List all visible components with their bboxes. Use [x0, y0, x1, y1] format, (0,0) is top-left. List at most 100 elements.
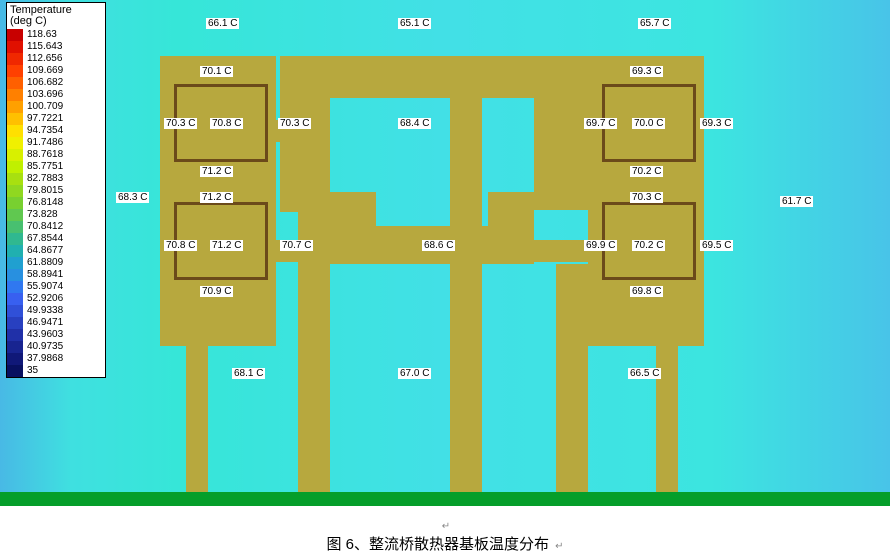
legend-row: 115.643 — [7, 41, 105, 53]
temperature-label: 69.8 C — [630, 286, 663, 297]
legend-row: 70.8412 — [7, 221, 105, 233]
legend-swatch — [7, 281, 23, 293]
legend-row: 55.9074 — [7, 281, 105, 293]
legend-swatch — [7, 185, 23, 197]
legend-value: 85.7751 — [23, 162, 63, 172]
temperature-label: 70.2 C — [632, 240, 665, 251]
legend-value: 64.8677 — [23, 246, 63, 256]
temperature-label: 68.3 C — [116, 192, 149, 203]
legend-row: 76.8148 — [7, 197, 105, 209]
legend-value: 94.7354 — [23, 126, 63, 136]
legend-swatch — [7, 293, 23, 305]
legend-title: Temperature (deg C) — [7, 3, 105, 29]
legend-entries: 118.63 115.643112.656109.669 106.682 103.69… — [7, 29, 105, 377]
conductor-shape — [298, 98, 330, 492]
legend-row: 40.9735 — [7, 341, 105, 353]
legend-value: 55.9074 — [23, 282, 63, 292]
legend-title-line2: (deg C) — [10, 16, 102, 27]
linebreak-icon: ↵ — [442, 521, 450, 532]
legend-value: 40.9735 — [23, 342, 63, 352]
thermal-plot: 66.1 C65.1 C65.7 C70.1 C69.3 C70.3 C70.8… — [0, 0, 890, 506]
legend-value: 109.669 — [23, 66, 63, 76]
temperature-label: 69.3 C — [630, 66, 663, 77]
legend-row: 94.7354 — [7, 125, 105, 137]
conductor-shape — [534, 240, 588, 262]
legend-value: 118.63 — [23, 30, 57, 40]
caption-text: 图 6、整流桥散热器基板温度分布 — [326, 536, 549, 553]
legend-value: 79.8015 — [23, 186, 63, 196]
legend-row: 112.656 — [7, 53, 105, 65]
temperature-label: 69.7 C — [584, 118, 617, 129]
legend-swatch — [7, 245, 23, 257]
legend-row: 79.8015 — [7, 185, 105, 197]
legend-swatch — [7, 341, 23, 353]
legend-row: 49.9338 — [7, 305, 105, 317]
legend-row: 97.7221 — [7, 113, 105, 125]
legend-swatch — [7, 173, 23, 185]
temperature-label: 70.8 C — [210, 118, 243, 129]
temperature-label: 71.2 C — [200, 192, 233, 203]
temperature-label: 70.8 C — [164, 240, 197, 251]
legend-swatch — [7, 41, 23, 53]
legend-swatch — [7, 317, 23, 329]
legend-row: 103.696 — [7, 89, 105, 101]
temperature-label: 69.9 C — [584, 240, 617, 251]
legend-value: 61.8809 — [23, 258, 63, 268]
legend-value: 58.8941 — [23, 270, 63, 280]
conductor-shape — [534, 98, 602, 210]
temperature-label: 70.2 C — [630, 166, 663, 177]
legend-row: 64.8677 — [7, 245, 105, 257]
temperature-label: 70.3 C — [164, 118, 197, 129]
conductor-shape — [416, 56, 602, 98]
legend-swatch — [7, 257, 23, 269]
ground-strip — [0, 492, 890, 506]
temperature-label: 70.1 C — [200, 66, 233, 77]
legend-swatch — [7, 113, 23, 125]
temperature-label: 71.2 C — [200, 166, 233, 177]
temperature-label: 70.7 C — [280, 240, 313, 251]
legend-row: 88.7618 — [7, 149, 105, 161]
legend-value: 91.7486 — [23, 138, 63, 148]
legend-swatch — [7, 65, 23, 77]
legend-swatch — [7, 353, 23, 365]
legend-value: 115.643 — [23, 42, 62, 52]
conductor-shape — [450, 98, 482, 492]
temperature-label: 68.1 C — [232, 368, 265, 379]
temperature-label: 70.9 C — [200, 286, 233, 297]
temperature-label: 71.2 C — [210, 240, 243, 251]
legend-row: 85.7751 — [7, 161, 105, 173]
legend-value: 67.8544 — [23, 234, 63, 244]
temperature-label: 66.5 C — [628, 368, 661, 379]
legend-value: 35 — [23, 366, 38, 376]
legend-row: 61.8809 — [7, 257, 105, 269]
temperature-label: 68.4 C — [398, 118, 431, 129]
conductor-shape — [186, 346, 208, 492]
legend-swatch — [7, 101, 23, 113]
legend-swatch — [7, 197, 23, 209]
legend-value: 82.7883 — [23, 174, 63, 184]
legend-value: 43.9603 — [23, 330, 63, 340]
legend-swatch — [7, 125, 23, 137]
legend-swatch — [7, 305, 23, 317]
legend-value: 106.682 — [23, 78, 63, 88]
conductor-shape — [556, 264, 588, 492]
legend-row: 37.9868 — [7, 353, 105, 365]
temperature-label: 70.0 C — [632, 118, 665, 129]
legend-value: 49.9338 — [23, 306, 63, 316]
legend-value: 103.696 — [23, 90, 63, 100]
legend-row: 106.682 — [7, 77, 105, 89]
legend-swatch — [7, 53, 23, 65]
legend-value: 37.9868 — [23, 354, 63, 364]
legend-swatch — [7, 269, 23, 281]
figure-caption: ↵ 图 6、整流桥散热器基板温度分布 ↵ — [0, 516, 890, 554]
legend-swatch — [7, 161, 23, 173]
legend-row: 46.9471 — [7, 317, 105, 329]
legend-row: 109.669 — [7, 65, 105, 77]
color-legend: Temperature (deg C) 118.63 115.643112.656… — [6, 2, 106, 378]
temperature-label: 61.7 C — [780, 196, 813, 207]
legend-swatch — [7, 221, 23, 233]
legend-row: 35 — [7, 365, 105, 377]
legend-swatch — [7, 329, 23, 341]
legend-row: 100.709 — [7, 101, 105, 113]
legend-value: 76.8148 — [23, 198, 63, 208]
